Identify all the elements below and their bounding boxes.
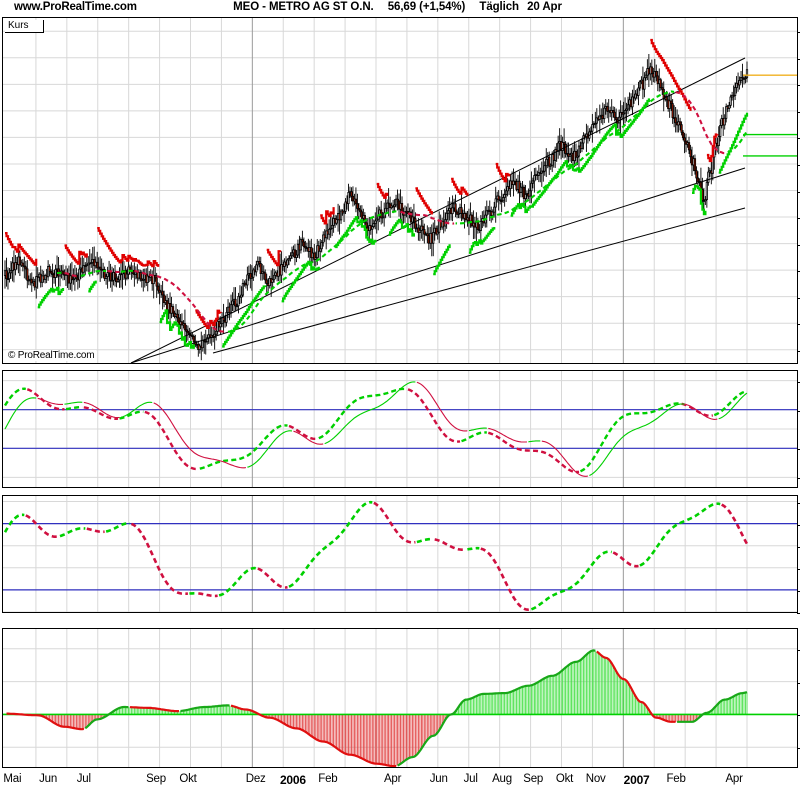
oscillator-panel[interactable]: 10040-40-1004010,001-13,16-40 bbox=[2, 370, 800, 488]
instrument-symbol: MEO - METRO AG ST O.N. bbox=[233, 1, 374, 13]
date-axis-month: Nov bbox=[585, 773, 606, 785]
copyright-watermark: © ProRealTime.com bbox=[6, 350, 97, 361]
timeframe: Täglich bbox=[479, 1, 519, 13]
oscillator-plot[interactable] bbox=[3, 371, 797, 487]
date-axis-month: Mai bbox=[3, 773, 22, 785]
macd-canvas bbox=[3, 629, 797, 767]
axis-tickmark bbox=[797, 218, 800, 220]
date-axis-month: Okt bbox=[179, 773, 197, 785]
date-axis-month: Apr bbox=[725, 773, 743, 785]
axis-tickmark bbox=[797, 85, 800, 87]
axis-tickmark bbox=[797, 715, 800, 717]
date-axis-month: Dez bbox=[245, 773, 266, 785]
date-axis-month: Jun bbox=[429, 773, 448, 785]
site-url: www.ProRealTime.com bbox=[14, 1, 137, 13]
axis-tickmark bbox=[797, 568, 800, 570]
axis-tickmark bbox=[797, 138, 800, 140]
axis-tickmark bbox=[797, 271, 800, 273]
axis-tickmark bbox=[797, 191, 800, 193]
axis-tickmark bbox=[797, 478, 800, 480]
date-axis-year: 2007 bbox=[623, 773, 650, 787]
axis-tickmark bbox=[797, 164, 800, 166]
macd-panel[interactable]: 0,40-0,20,17810 bbox=[2, 628, 800, 768]
date-axis-month: Jul bbox=[463, 773, 478, 785]
chart-header: www.ProRealTime.com MEO - METRO AG ST O.… bbox=[0, 0, 800, 16]
last-price: 56,69 (+1,54%) bbox=[387, 1, 466, 13]
oscillator-axis[interactable]: 10040-40-1004010,001-13,16-40 bbox=[797, 371, 800, 487]
axis-tickmark bbox=[797, 111, 800, 113]
stochastic-axis[interactable]: 1008060402008050,97820 bbox=[797, 496, 800, 614]
date-axis-month: Sep bbox=[146, 773, 166, 785]
macd-axis[interactable]: 0,40-0,20,17810 bbox=[797, 629, 800, 767]
instrument-header: MEO - METRO AG ST O.N. 56,69 (+1,54%) Tä… bbox=[0, 1, 800, 13]
axis-tickmark bbox=[797, 58, 800, 60]
oscillator-canvas bbox=[3, 371, 797, 487]
axis-tickmark bbox=[797, 449, 800, 451]
date-axis-month: Jul bbox=[76, 773, 91, 785]
axis-tickmark bbox=[797, 502, 800, 504]
axis-tickmark bbox=[797, 297, 800, 299]
macd-plot[interactable] bbox=[3, 629, 797, 767]
axis-tickmark bbox=[797, 244, 800, 246]
axis-tickmark bbox=[797, 682, 800, 684]
axis-tickmark bbox=[797, 649, 800, 651]
stochastic-panel[interactable]: 1008060402008050,97820 bbox=[2, 495, 800, 614]
date-axis-month: Feb bbox=[318, 773, 338, 785]
price-canvas bbox=[3, 18, 797, 363]
axis-tickmark bbox=[797, 524, 800, 526]
axis-tickmark bbox=[797, 324, 800, 326]
date-axis-month: Jun bbox=[39, 773, 58, 785]
axis-tickmark bbox=[797, 410, 800, 412]
stochastic-plot[interactable] bbox=[3, 496, 797, 612]
axis-tickmark bbox=[797, 748, 800, 750]
date-axis[interactable]: Mai Jun Jul Sep Okt Dez 2006 Feb Apr Jun Jul Aug Sep… bbox=[0, 773, 800, 793]
date-axis-month: Sep bbox=[523, 773, 544, 785]
date-axis-month: Okt bbox=[555, 773, 574, 785]
axis-tickmark bbox=[797, 381, 800, 383]
axis-tickmark bbox=[797, 590, 800, 592]
axis-tickmark bbox=[797, 546, 800, 548]
axis-tickmark bbox=[797, 350, 800, 352]
date-axis-month: Aug bbox=[492, 773, 512, 785]
axis-tickmark bbox=[797, 613, 800, 614]
price-axis[interactable]: 6058565452504846444240383656,6952,21650,… bbox=[797, 18, 800, 363]
price-plot[interactable] bbox=[3, 18, 797, 363]
price-panel[interactable]: Kurs © ProRealTime.com 60585654525048464… bbox=[2, 17, 800, 364]
panel-title-kurs: Kurs bbox=[5, 20, 44, 33]
quote-date: 20 Apr bbox=[527, 1, 562, 13]
stochastic-canvas bbox=[3, 496, 797, 612]
date-axis-month: Feb bbox=[666, 773, 686, 785]
axis-tickmark bbox=[797, 32, 800, 34]
date-axis-year: 2006 bbox=[279, 773, 306, 787]
date-axis-month: Apr bbox=[383, 773, 402, 785]
